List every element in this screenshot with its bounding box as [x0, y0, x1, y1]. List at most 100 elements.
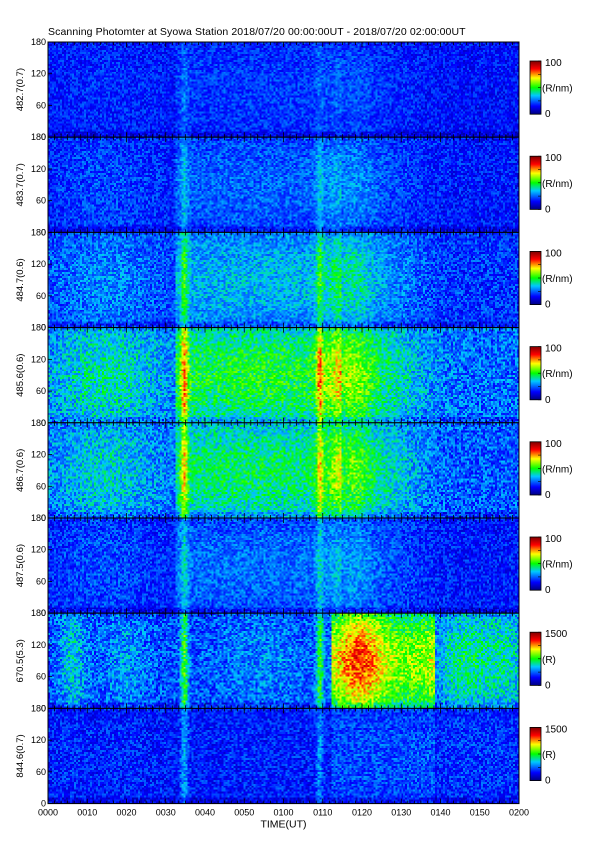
colorbar: 100 (R/nm) 0 — [529, 248, 573, 311]
colorbar-max-label: 100 — [545, 344, 562, 355]
y-tick-label: 60 — [36, 386, 46, 396]
y-tick-label: 180 — [31, 608, 46, 618]
colorbar-min-label: 0 — [545, 776, 551, 787]
colorbar: 100 (R/nm) 0 — [529, 439, 573, 501]
colorbar: 100 (R/nm) 0 — [529, 58, 573, 120]
colorbar-unit-label: (R/nm) — [542, 369, 573, 380]
heatmap-8 — [48, 708, 519, 804]
colorbar-min-label: 0 — [545, 585, 551, 596]
panel-6: 0 60 120 180 487.5(0.6) 100 (R/nm) 0 — [15, 513, 573, 618]
panel-ylabel: 844.6(0.7) — [15, 734, 26, 777]
heatmap-7 — [48, 613, 519, 709]
colorbar-min-label: 0 — [545, 109, 551, 120]
colorbar-min-label: 0 — [545, 490, 551, 501]
colorbar-unit-label: (R/nm) — [542, 560, 573, 571]
colorbar-max-label: 100 — [545, 153, 562, 164]
y-tick-label: 180 — [31, 227, 46, 237]
colorbar-unit-label: (R/nm) — [542, 179, 573, 190]
colorbar-unit-label: (R) — [542, 655, 556, 666]
y-tick-label: 60 — [36, 100, 46, 110]
x-tick-label: 0120 — [352, 808, 372, 818]
y-tick-label: 60 — [36, 481, 46, 491]
heatmap-3 — [48, 232, 519, 328]
heatmap-1 — [48, 42, 519, 138]
colorbar-max-label: 100 — [545, 439, 562, 450]
chart-title: Scanning Photomter at Syowa Station 2018… — [48, 26, 466, 38]
y-tick-label: 120 — [31, 164, 46, 174]
colorbar-unit-label: (R/nm) — [542, 84, 573, 95]
y-tick-label: 180 — [31, 37, 46, 47]
y-tick-label: 120 — [31, 735, 46, 745]
colorbar-min-label: 0 — [545, 300, 551, 311]
y-tick-label: 0 — [41, 418, 46, 428]
y-tick-label: 180 — [31, 703, 46, 713]
colorbar-min-label: 0 — [545, 204, 551, 215]
y-tick-label: 0 — [41, 513, 46, 523]
x-tick-label: 0100 — [273, 808, 293, 818]
x-tick-label: 0040 — [195, 808, 215, 818]
y-tick-label: 0 — [41, 703, 46, 713]
x-tick-label: 0030 — [156, 808, 176, 818]
panel-1: 0 60 120 180 482.7(0.7) 100 (R/nm) 0 — [15, 37, 573, 142]
colorbar-max-label: 1500 — [545, 629, 568, 640]
panel-2: 0 60 120 180 483.7(0.7) 100 (R/nm) 0 — [15, 132, 573, 237]
panel-ylabel: 670.5(5.3) — [15, 639, 26, 682]
panel-3: 0 60 120 180 484.7(0.6) 100 (R/nm) 0 — [15, 227, 573, 332]
panel-ylabel: 482.7(0.7) — [15, 68, 26, 111]
y-tick-label: 180 — [31, 418, 46, 428]
y-tick-label: 60 — [36, 291, 46, 301]
colorbar-unit-label: (R) — [542, 750, 556, 761]
panel-ylabel: 484.7(0.6) — [15, 258, 26, 301]
panel-ylabel: 487.5(0.6) — [15, 544, 26, 587]
panel-ylabel: 483.7(0.7) — [15, 163, 26, 206]
y-tick-label: 120 — [31, 640, 46, 650]
y-tick-label: 180 — [31, 132, 46, 142]
colorbar-max-label: 100 — [545, 534, 562, 545]
x-tick-label: 0010 — [77, 808, 97, 818]
panel-ylabel: 485.6(0.6) — [15, 354, 26, 397]
y-tick-label: 120 — [31, 69, 46, 79]
x-tick-label: 0000 — [38, 808, 58, 818]
heatmap-5 — [48, 422, 519, 518]
x-tick-label: 0110 — [313, 808, 332, 818]
x-axis-label: TIME(UT) — [260, 819, 306, 831]
y-tick-label: 60 — [36, 196, 46, 206]
y-tick-label: 120 — [31, 450, 46, 460]
y-tick-label: 0 — [41, 132, 46, 142]
x-tick-label: 0140 — [430, 808, 450, 818]
heatmap-4 — [48, 327, 519, 423]
x-tick-label: 0130 — [391, 808, 411, 818]
colorbar-max-label: 1500 — [545, 724, 568, 735]
colorbar: 1500 (R) 0 — [529, 724, 568, 787]
y-tick-label: 0 — [41, 227, 46, 237]
panel-ylabel: 486.7(0.6) — [15, 449, 26, 492]
colorbar-min-label: 0 — [545, 680, 551, 691]
colorbar-min-label: 0 — [545, 395, 551, 406]
colorbar-unit-label: (R/nm) — [542, 274, 573, 285]
panel-4: 0 60 120 180 485.6(0.6) 100 (R/nm) 0 — [15, 323, 573, 428]
panel-8: 0 60 120 180 844.6(0.7) 1500 (R) 0 — [15, 703, 568, 808]
x-tick-label: 0020 — [116, 808, 136, 818]
colorbar: 100 (R/nm) 0 — [529, 344, 573, 406]
colorbar: 100 (R/nm) 0 — [529, 153, 573, 215]
heatmap-6 — [48, 518, 519, 614]
y-tick-label: 0 — [41, 799, 46, 809]
heatmap-2 — [48, 137, 519, 233]
colorbar-unit-label: (R/nm) — [542, 464, 573, 475]
colorbar-max-label: 100 — [545, 248, 562, 259]
y-tick-label: 60 — [36, 767, 46, 777]
panel-5: 0 60 120 180 486.7(0.6) 100 (R/nm) 0 — [15, 418, 573, 523]
x-tick-label: 0200 — [509, 808, 529, 818]
y-tick-label: 180 — [31, 323, 46, 333]
y-tick-label: 120 — [31, 545, 46, 555]
colorbar: 100 (R/nm) 0 — [529, 534, 573, 596]
y-tick-label: 120 — [31, 354, 46, 364]
x-tick-label: 0050 — [234, 808, 254, 818]
y-tick-label: 60 — [36, 672, 46, 682]
y-tick-label: 180 — [31, 513, 46, 523]
colorbar-max-label: 100 — [545, 58, 562, 69]
x-tick-label: 0150 — [470, 808, 490, 818]
panel-7: 0 60 120 180 670.5(5.3) 1500 (R) 0 — [15, 608, 568, 713]
y-tick-label: 60 — [36, 576, 46, 586]
